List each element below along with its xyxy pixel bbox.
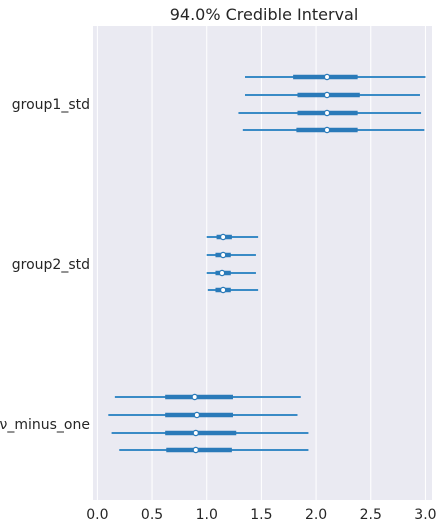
- median-point: [219, 286, 227, 294]
- x-tick-label: 1.0: [196, 507, 218, 523]
- median-point: [323, 73, 331, 81]
- median-point: [323, 91, 331, 99]
- plot-area: [93, 26, 432, 500]
- median-point: [218, 269, 226, 277]
- x-tick-label: 2.0: [305, 507, 327, 523]
- chart-title: 94.0% Credible Interval: [170, 5, 359, 24]
- median-point: [323, 109, 331, 117]
- median-point: [193, 411, 201, 419]
- interval-bars: [108, 73, 426, 454]
- x-tick-label: 3.0: [414, 507, 436, 523]
- median-point: [323, 126, 331, 134]
- median-point: [192, 446, 200, 454]
- x-axis-ticks: 0.0 0.5 1.0 1.5 2.0 2.5 3.0: [86, 507, 436, 523]
- x-tick-label: 2.5: [360, 507, 382, 523]
- y-tick-label: group1_std: [12, 97, 90, 113]
- y-tick-label: group2_std: [12, 257, 90, 273]
- x-tick-label: 0.0: [86, 507, 108, 523]
- x-tick-label: 0.5: [141, 507, 163, 523]
- median-point: [191, 393, 198, 401]
- x-tick-label: 1.5: [250, 507, 272, 523]
- median-point: [219, 233, 227, 241]
- y-tick-label: ν_minus_one: [0, 417, 90, 433]
- median-point: [219, 251, 227, 259]
- grid-lines: [96, 26, 426, 500]
- median-point: [192, 429, 200, 437]
- y-axis-labels: group1_std group2_std ν_minus_one: [0, 97, 90, 433]
